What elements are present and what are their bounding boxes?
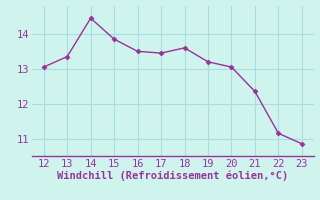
X-axis label: Windchill (Refroidissement éolien,°C): Windchill (Refroidissement éolien,°C) xyxy=(57,170,288,181)
